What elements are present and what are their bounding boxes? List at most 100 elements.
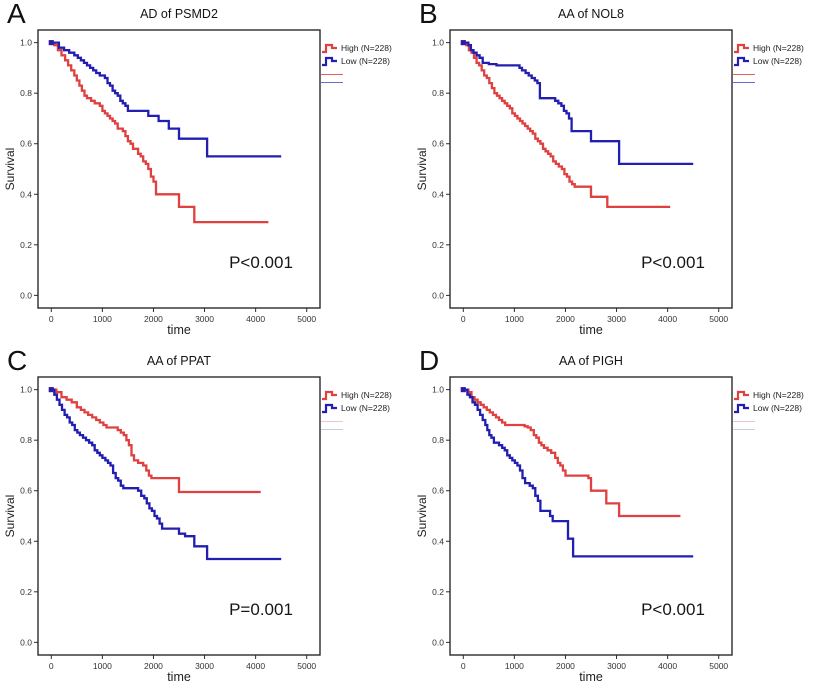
x-axis-label: time (579, 323, 603, 337)
legend-entry-high: High (N=228) (321, 388, 392, 401)
y-tick-label: 0.2 (20, 240, 32, 250)
x-axis-label: time (167, 323, 191, 337)
x-tick-label: 4000 (246, 314, 265, 324)
high-step-glyph-icon (734, 390, 749, 400)
y-tick-label: 0.6 (432, 139, 444, 149)
x-tick-label: 0 (461, 314, 466, 324)
x-tick-label: 0 (49, 314, 54, 324)
x-tick-label: 2000 (144, 314, 163, 324)
legend-label-low: Low (N=228) (341, 402, 390, 413)
survival-chart: 0 1000 2000 3000 4000 5000 0.0 0.2 0.4 0.6 0.8 1.0 (432, 29, 733, 324)
censored-high-line (733, 74, 755, 75)
y-tick-label: 1.0 (20, 385, 32, 395)
plot-title: AA of PPAT (146, 354, 212, 368)
legend-label-low: Low (N=228) (753, 55, 802, 66)
y-tick-label: 0.8 (432, 435, 444, 445)
y-tick-label: 0.4 (432, 536, 444, 546)
survival-curve-high (463, 388, 681, 518)
plot-title: AA of PIGH (559, 354, 623, 368)
y-tick-label: 0.4 (432, 189, 444, 199)
survival-chart: 0 1000 2000 3000 4000 5000 0.0 0.2 0.4 0.6 0.8 1.0 (20, 376, 321, 671)
censored-low-line (321, 429, 343, 430)
x-tick-label: 4000 (658, 314, 677, 324)
x-tick-label: 3000 (195, 661, 214, 671)
plot-box (37, 376, 321, 656)
legend-entry-high: High (N=228) (733, 388, 804, 401)
x-axis-label: time (579, 670, 603, 684)
panel-b: B AA of NOL8 Survival time 0 1000 2000 3000… (412, 0, 825, 347)
x-axis-label: time (167, 670, 191, 684)
x-tick-label: 5000 (709, 314, 728, 324)
panel-letter: C (7, 345, 28, 376)
y-tick-label: 0.4 (20, 536, 32, 546)
p-value-annotation: P<0.001 (641, 253, 705, 272)
legend-entry-low: Low (N=228) (733, 401, 804, 414)
legend-entry-low: Low (N=228) (733, 54, 804, 67)
censored-high-line (321, 421, 343, 422)
p-value-annotation: P<0.001 (641, 600, 705, 619)
x-tick-label: 5000 (297, 661, 316, 671)
y-tick-label: 1.0 (20, 38, 32, 48)
plot-box (37, 29, 321, 309)
legend: High (N=228) Low (N=228) (321, 41, 392, 83)
x-tick-label: 2000 (144, 661, 163, 671)
y-tick-label: 0.6 (20, 486, 32, 496)
censored-low-line (321, 82, 343, 83)
legend: High (N=228) Low (N=228) (733, 41, 804, 83)
survival-chart: 0 1000 2000 3000 4000 5000 0.0 0.2 0.4 0.6 0.8 1.0 (20, 29, 321, 324)
x-tick-label: 2000 (556, 661, 575, 671)
plot-title: AD of PSMD2 (140, 7, 218, 21)
legend-entry-low: Low (N=228) (321, 54, 392, 67)
curve-start-marker (48, 387, 54, 393)
p-value-annotation: P=0.001 (229, 600, 293, 619)
x-tick-label: 2000 (556, 314, 575, 324)
p-value-annotation: P<0.001 (229, 253, 293, 272)
curve-start-marker (48, 40, 54, 46)
survival-curve-high (51, 388, 261, 494)
y-tick-label: 0.2 (20, 587, 32, 597)
x-tick-label: 1000 (505, 314, 524, 324)
legend-label-low: Low (N=228) (753, 402, 802, 413)
y-tick-label: 0.0 (432, 637, 444, 647)
y-tick-label: 0.2 (432, 240, 444, 250)
x-tick-label: 0 (49, 661, 54, 671)
y-tick-label: 0.6 (432, 486, 444, 496)
curve-start-marker (460, 387, 466, 393)
legend-entry-high: High (N=228) (733, 41, 804, 54)
plot-title: AA of NOL8 (557, 7, 624, 21)
plot-box (449, 376, 733, 656)
y-tick-label: 0.0 (20, 637, 32, 647)
low-step-glyph-icon (734, 56, 749, 66)
survival-curve-low (463, 388, 694, 558)
y-tick-label: 0.8 (432, 88, 444, 98)
legend-label-low: Low (N=228) (341, 55, 390, 66)
survival-curve-low (463, 41, 694, 166)
high-step-glyph-icon (322, 390, 337, 400)
low-step-glyph-icon (322, 56, 337, 66)
panel-letter: B (419, 0, 438, 29)
legend: High (N=228) Low (N=228) (733, 388, 804, 430)
panel-a: A AD of PSMD2 Survival time 0 1000 2000 300… (0, 0, 412, 347)
legend-entry-low: Low (N=228) (321, 401, 392, 414)
x-tick-label: 3000 (607, 661, 626, 671)
survival-curve-low (51, 388, 282, 561)
survival-curve-low (51, 41, 282, 158)
x-tick-label: 3000 (607, 314, 626, 324)
y-tick-label: 1.0 (432, 385, 444, 395)
x-tick-label: 3000 (195, 314, 214, 324)
y-tick-label: 0.0 (20, 290, 32, 300)
y-tick-label: 1.0 (432, 38, 444, 48)
survival-chart: 0 1000 2000 3000 4000 5000 0.0 0.2 0.4 0.6 0.8 1.0 (432, 376, 733, 671)
survival-curve-high (463, 41, 671, 209)
low-step-glyph-icon (322, 403, 337, 413)
censored-high-line (733, 421, 755, 422)
y-tick-label: 0.6 (20, 139, 32, 149)
plot-box (449, 29, 733, 309)
high-step-glyph-icon (322, 43, 337, 53)
censored-low-line (733, 82, 755, 83)
x-tick-label: 1000 (93, 314, 112, 324)
high-step-glyph-icon (734, 43, 749, 53)
panel-c: C AA of PPAT Survival time 0 1000 2000 3000… (0, 345, 412, 695)
y-tick-label: 0.8 (20, 435, 32, 445)
